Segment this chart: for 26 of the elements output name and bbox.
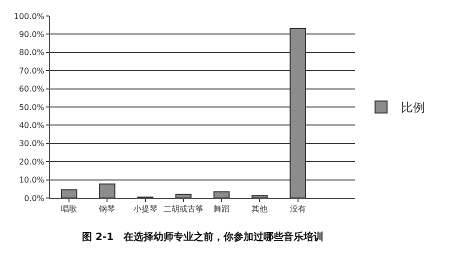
y-tick-label: 60.0% [18, 84, 45, 94]
x-tick-label: 小提琴 [133, 204, 158, 214]
y-tick-label: 80.0% [18, 48, 45, 58]
bar [60, 189, 78, 198]
bar [175, 194, 192, 198]
x-tick-label: 舞蹈 [214, 204, 230, 214]
x-tick-label: 二胡或古筝 [163, 204, 204, 214]
x-tick-label: 其他 [252, 204, 268, 214]
bar [252, 195, 268, 198]
y-tick-label: 70.0% [18, 66, 45, 76]
y-tick-label: 100.0% [14, 12, 45, 21]
y-tick-label: 40.0% [18, 121, 45, 130]
y-tick-label: 30.0% [18, 139, 45, 148]
caption: 图 2-1 在选择幼师专业之前，你参加过哪些音乐培训 [82, 231, 324, 243]
y-tick-label: 0.0% [24, 194, 45, 203]
x-tick-label: 没有 [290, 204, 306, 214]
legend-label: 比例 [401, 100, 426, 115]
x-tick-label: 钢琴 [98, 204, 116, 214]
y-tick-label: 90.0% [18, 30, 45, 39]
x-tick-label: 唱歌 [61, 204, 78, 214]
y-tick-label: 50.0% [18, 102, 45, 112]
bar [290, 28, 306, 198]
y-tick-label: 10.0% [18, 176, 45, 185]
bar [213, 191, 230, 198]
bar [99, 183, 116, 198]
y-tick-label: 20.0% [18, 157, 45, 166]
